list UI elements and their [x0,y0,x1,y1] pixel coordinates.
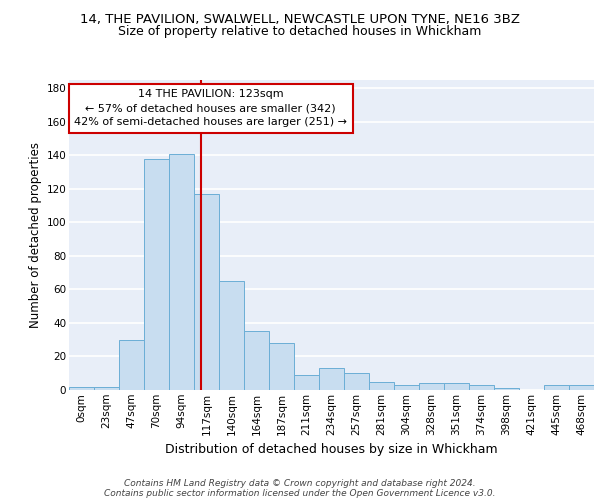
Text: Contains public sector information licensed under the Open Government Licence v3: Contains public sector information licen… [104,488,496,498]
Bar [369,382,394,390]
Bar [469,385,494,390]
Bar [244,332,269,390]
Bar [294,375,319,390]
Bar [344,373,369,390]
Bar [494,388,519,390]
Text: Contains HM Land Registry data © Crown copyright and database right 2024.: Contains HM Land Registry data © Crown c… [124,478,476,488]
Bar [319,368,344,390]
Bar [94,386,119,390]
Bar [394,385,419,390]
X-axis label: Distribution of detached houses by size in Whickham: Distribution of detached houses by size … [165,443,498,456]
Bar [444,384,469,390]
Bar [144,159,169,390]
Bar [194,194,219,390]
Bar [269,343,294,390]
Bar [419,384,444,390]
Text: 14 THE PAVILION: 123sqm
← 57% of detached houses are smaller (342)
42% of semi-d: 14 THE PAVILION: 123sqm ← 57% of detache… [74,90,347,128]
Bar [119,340,144,390]
Text: Size of property relative to detached houses in Whickham: Size of property relative to detached ho… [118,25,482,38]
Bar [69,386,94,390]
Y-axis label: Number of detached properties: Number of detached properties [29,142,43,328]
Bar [544,385,569,390]
Bar [219,281,244,390]
Bar [569,385,594,390]
Text: 14, THE PAVILION, SWALWELL, NEWCASTLE UPON TYNE, NE16 3BZ: 14, THE PAVILION, SWALWELL, NEWCASTLE UP… [80,12,520,26]
Bar [169,154,194,390]
